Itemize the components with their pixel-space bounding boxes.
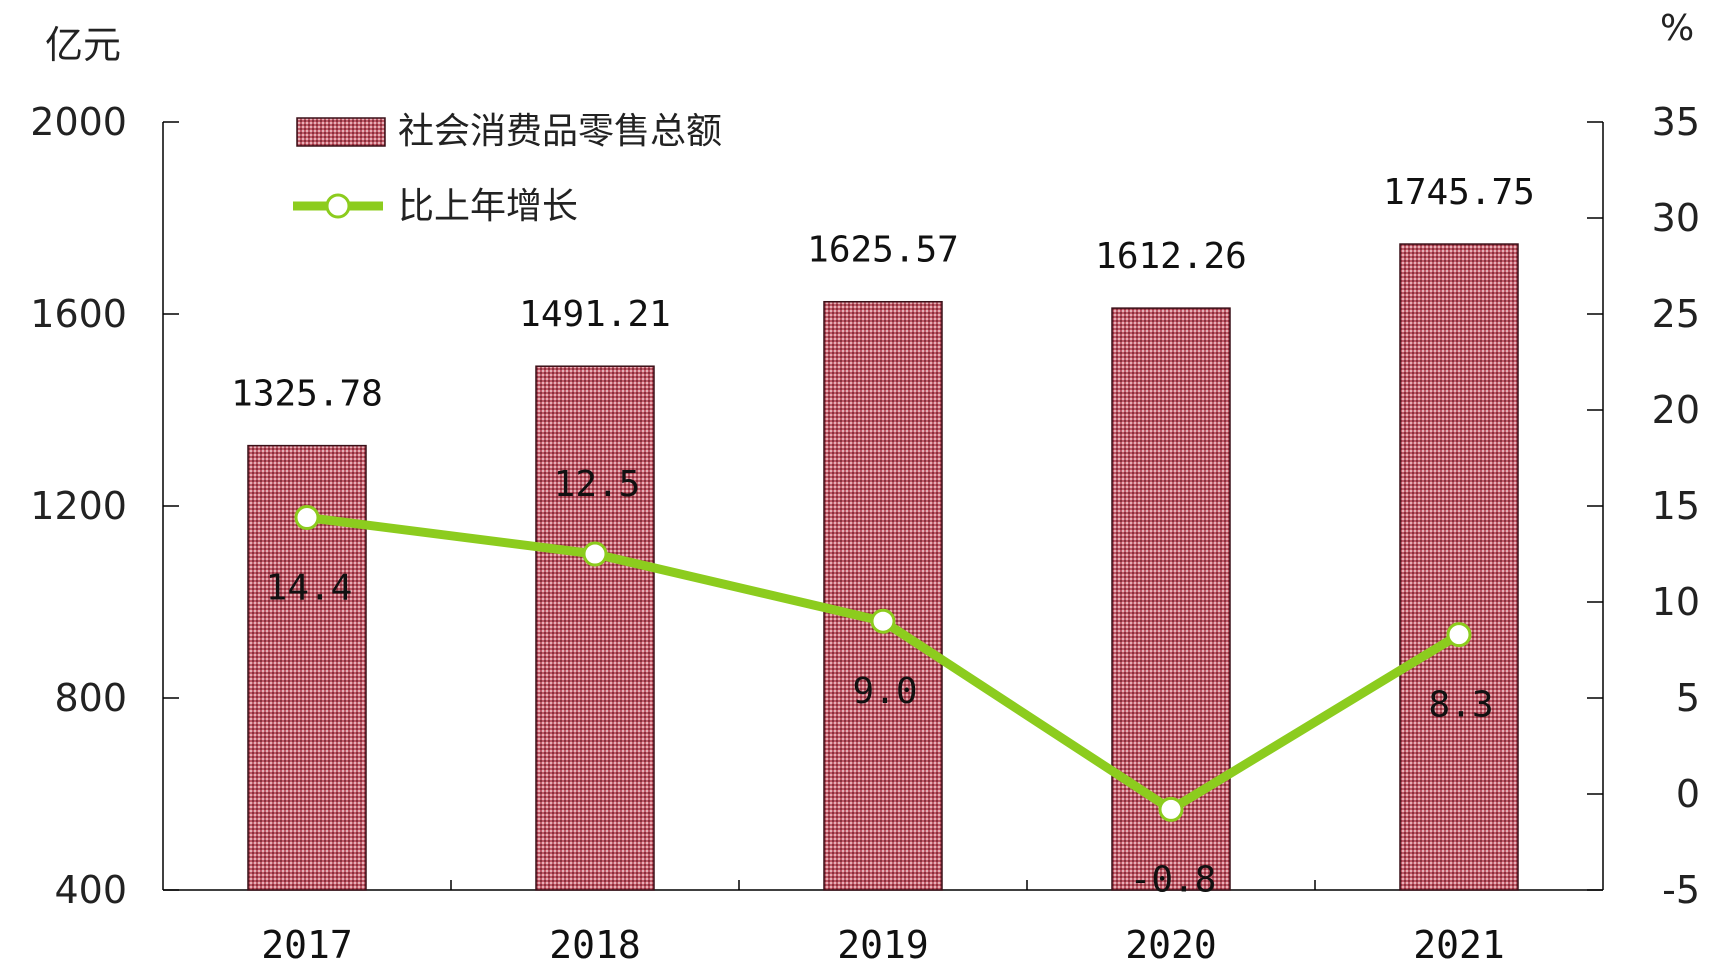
left-axis-unit: 亿元 xyxy=(45,23,121,67)
left-tick-labels: 2000 1600 1200 800 400 xyxy=(30,100,127,912)
line-value-label: 14.4 xyxy=(266,568,353,609)
bar-value-label: 1491.21 xyxy=(519,294,671,335)
x-tick-label: 2019 xyxy=(837,923,929,967)
line-value-label: 9.0 xyxy=(852,671,917,712)
right-tick-label: -5 xyxy=(1662,868,1700,912)
right-tick-label: 0 xyxy=(1676,772,1700,816)
line-series xyxy=(294,505,1472,822)
right-axis-unit: % xyxy=(1660,8,1694,49)
line-point xyxy=(1446,622,1472,648)
line-point xyxy=(1158,796,1184,822)
right-tick-label: 5 xyxy=(1676,676,1700,720)
right-tick-label: 35 xyxy=(1652,100,1700,144)
right-tick-label: 30 xyxy=(1652,196,1700,240)
bar xyxy=(1111,307,1231,891)
line-point xyxy=(582,541,608,567)
left-tick-label: 1200 xyxy=(30,484,127,528)
legend-bar-swatch xyxy=(296,117,386,147)
bar xyxy=(1399,243,1519,891)
x-tick-label: 2017 xyxy=(261,923,353,967)
right-tick-label: 25 xyxy=(1652,292,1700,336)
legend: 社会消费品零售总额 比上年增长 xyxy=(293,111,722,227)
left-tick-label: 1600 xyxy=(30,292,127,336)
line-point xyxy=(870,608,896,634)
right-tick-label: 15 xyxy=(1652,484,1700,528)
right-tick-labels: 35 30 25 20 15 10 5 0 -5 xyxy=(1652,100,1700,912)
bar-value-label: 1612.26 xyxy=(1095,236,1247,277)
bar-value-labels: 1325.78 1491.21 1625.57 1612.26 1745.75 xyxy=(231,172,1535,415)
bar-series xyxy=(247,243,1519,891)
x-tick-label: 2018 xyxy=(549,923,641,967)
bar-value-label: 1325.78 xyxy=(231,374,383,415)
line-value-labels: 14.4 12.5 9.0 -0.8 8.3 xyxy=(266,464,1494,900)
bar xyxy=(535,365,655,891)
line-point xyxy=(294,505,320,531)
legend-bar-label: 社会消费品零售总额 xyxy=(398,111,722,152)
line-value-label: 8.3 xyxy=(1428,685,1493,726)
x-tick-label: 2020 xyxy=(1125,923,1217,967)
bar-value-label: 1745.75 xyxy=(1383,172,1535,213)
x-tick-labels: 2017 2018 2019 2020 2021 xyxy=(261,923,1505,967)
left-tick-label: 400 xyxy=(54,868,127,912)
line-value-label: -0.8 xyxy=(1130,859,1217,900)
bar-value-label: 1625.57 xyxy=(807,230,959,271)
left-tick-label: 2000 xyxy=(30,100,127,144)
right-tick-label: 10 xyxy=(1652,580,1700,624)
bar xyxy=(823,300,943,891)
left-tick-label: 800 xyxy=(54,676,127,720)
right-tick-label: 20 xyxy=(1652,388,1700,432)
line-value-label: 12.5 xyxy=(554,464,641,505)
legend-line-marker xyxy=(325,193,351,219)
x-tick-label: 2021 xyxy=(1413,923,1505,967)
legend-line-label: 比上年增长 xyxy=(398,186,578,227)
